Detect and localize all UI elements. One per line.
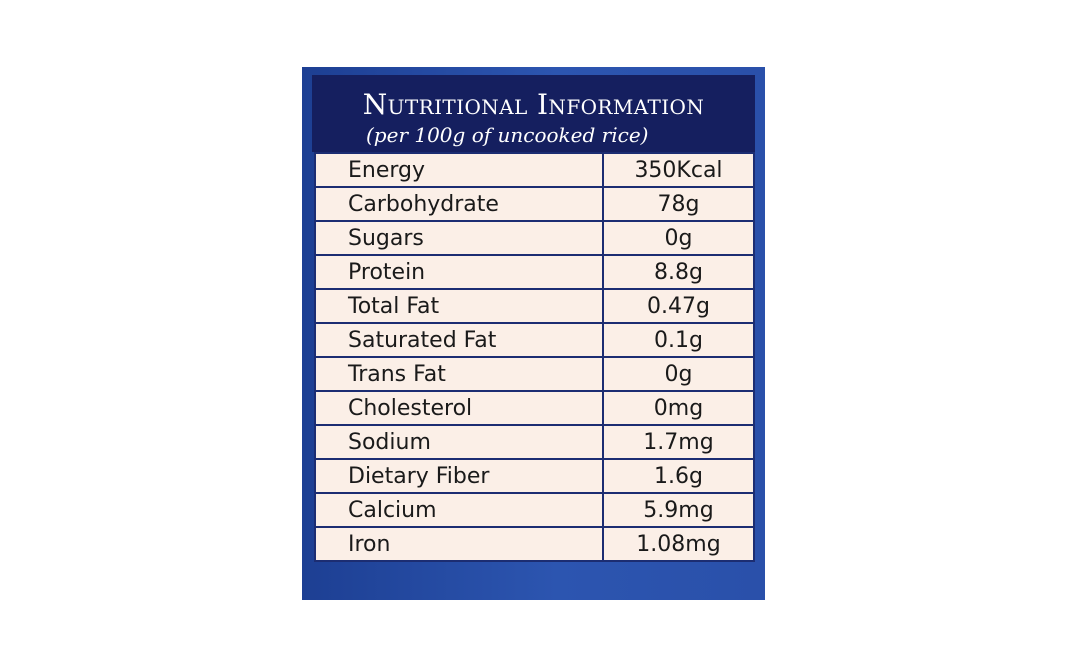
nutrition-row-protein: Protein 8.8g [314,254,755,290]
nutrient-label: Trans Fat [314,356,604,392]
nutrient-value: 0.1g [602,322,755,358]
nutrient-value: 0.47g [602,288,755,324]
nutrition-row-trans-fat: Trans Fat 0g [314,356,755,392]
nutrition-row-saturated-fat: Saturated Fat 0.1g [314,322,755,358]
nutrition-row-sugars: Sugars 0g [314,220,755,256]
nutrient-label: Protein [314,254,604,290]
nutrient-value: 0mg [602,390,755,426]
nutrition-row-energy: Energy 350Kcal [314,152,755,188]
nutrient-value: 8.8g [602,254,755,290]
nutrition-row-cholesterol: Cholesterol 0mg [314,390,755,426]
nutrition-row-calcium: Calcium 5.9mg [314,492,755,528]
nutrient-value: 5.9mg [602,492,755,528]
nutrition-header: Nutritional Information (per 100g of unc… [312,75,755,152]
nutrient-value: 1.6g [602,458,755,494]
nutrient-label: Sodium [314,424,604,460]
nutrition-row-carbohydrate: Carbohydrate 78g [314,186,755,222]
nutrition-subtitle: (per 100g of uncooked rice) [366,123,649,147]
nutrient-label: Total Fat [314,288,604,324]
nutrition-title: Nutritional Information [362,88,705,121]
nutrient-value: 0g [602,356,755,392]
nutrient-label: Carbohydrate [314,186,604,222]
nutrient-label: Saturated Fat [314,322,604,358]
nutrient-label: Dietary Fiber [314,458,604,494]
nutrient-value: 1.7mg [602,424,755,460]
nutrition-table: Energy 350Kcal Carbohydrate 78g Sugars 0… [314,152,755,562]
nutrient-value: 0g [602,220,755,256]
nutrition-panel: Nutritional Information (per 100g of unc… [302,67,765,600]
nutrient-label: Sugars [314,220,604,256]
nutrient-label: Energy [314,152,604,188]
nutrient-label: Calcium [314,492,604,528]
nutrient-value: 350Kcal [602,152,755,188]
nutrient-value: 78g [602,186,755,222]
nutrition-row-total-fat: Total Fat 0.47g [314,288,755,324]
nutrition-row-iron: Iron 1.08mg [314,526,755,562]
nutrient-label: Iron [314,526,604,562]
nutrition-row-dietary-fiber: Dietary Fiber 1.6g [314,458,755,494]
nutrition-row-sodium: Sodium 1.7mg [314,424,755,460]
nutrient-label: Cholesterol [314,390,604,426]
nutrient-value: 1.08mg [602,526,755,562]
